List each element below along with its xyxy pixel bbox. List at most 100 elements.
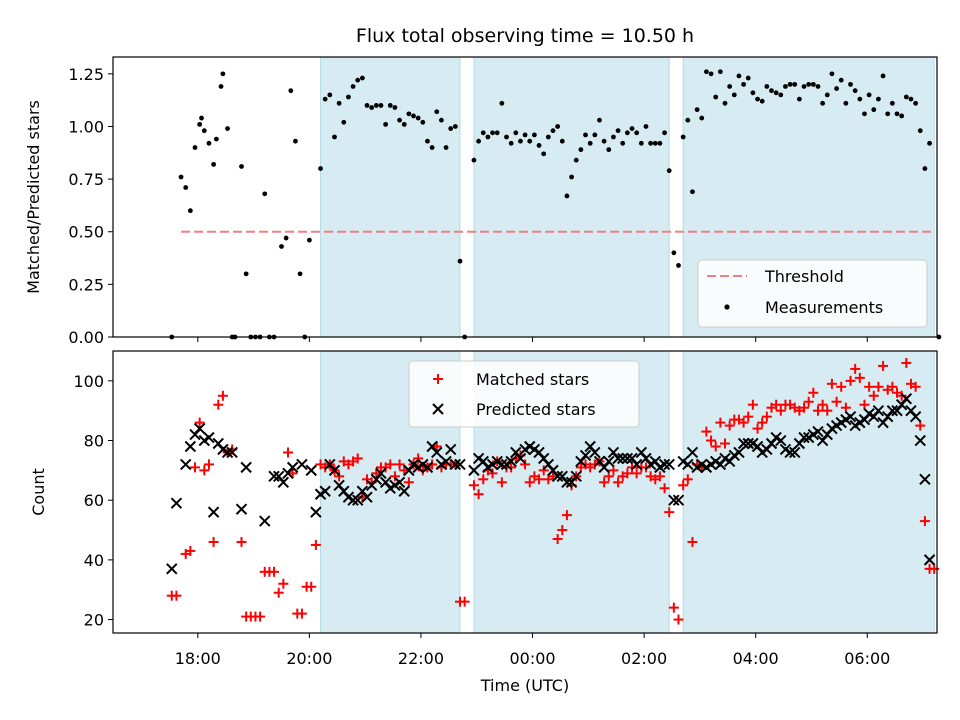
measurement-point xyxy=(378,103,384,108)
measurement-point xyxy=(220,71,226,77)
measurement-point xyxy=(420,119,426,125)
measurement-point xyxy=(624,130,630,136)
matched-stars-point xyxy=(710,441,721,452)
predicted-stars-point xyxy=(603,455,615,468)
measurement-point xyxy=(243,271,249,277)
measurement-point xyxy=(657,140,663,146)
measurement-point xyxy=(178,174,184,180)
matched-stars-point xyxy=(845,375,856,386)
measurement-point xyxy=(866,92,872,98)
y-tick-label: 0.00 xyxy=(68,328,104,347)
predicted-stars-point xyxy=(221,446,234,459)
measurement-point xyxy=(769,88,774,94)
y-tick-label: 0.25 xyxy=(68,275,104,294)
measurement-point xyxy=(429,145,435,150)
matched-stars-point xyxy=(887,381,898,392)
measurement-point xyxy=(638,140,644,146)
matched-stars-point xyxy=(901,357,912,368)
y-tick-label: 80 xyxy=(84,432,104,451)
matched-stars-point xyxy=(868,390,879,401)
measurement-point xyxy=(406,111,412,117)
measurement-point xyxy=(876,96,881,102)
matched-stars-point xyxy=(715,417,726,428)
legend-measurements-swatch xyxy=(724,304,730,310)
measurement-point xyxy=(201,128,207,134)
measurement-point xyxy=(704,69,709,75)
count-series xyxy=(166,357,940,625)
measurement-point xyxy=(662,130,667,136)
chart-title: Flux total observing time = 10.50 h xyxy=(356,25,694,47)
matched-stars-point xyxy=(738,417,749,428)
measurement-point xyxy=(471,157,477,163)
predicted-stars-point xyxy=(296,458,308,471)
predicted-stars-point xyxy=(886,404,899,417)
matched-stars-point xyxy=(413,453,424,464)
matched-stars-point xyxy=(478,474,489,485)
matched-stars-point xyxy=(403,477,414,488)
matched-stars-point xyxy=(538,465,549,476)
predicted-stars-point xyxy=(923,554,936,566)
measurement-point xyxy=(293,138,298,144)
measurement-point xyxy=(894,111,900,117)
predicted-stars-point xyxy=(733,446,745,459)
matched-stars-point xyxy=(269,566,280,577)
measurement-point xyxy=(346,94,351,100)
measurement-point xyxy=(759,98,765,104)
measurement-point xyxy=(708,71,714,77)
predicted-stars-point xyxy=(240,461,252,474)
predicted-stars-point xyxy=(319,485,331,497)
measurement-point xyxy=(199,115,204,121)
measurement-point xyxy=(448,126,454,131)
measurement-point xyxy=(262,191,268,197)
matched-stars-point xyxy=(743,411,754,422)
measurement-point xyxy=(885,111,891,117)
matched-stars-point xyxy=(775,405,786,416)
measurement-point xyxy=(601,138,607,144)
matched-stars-point xyxy=(385,459,396,470)
matched-stars-point xyxy=(757,417,768,428)
measurement-point xyxy=(829,71,835,77)
measurement-point xyxy=(634,130,640,136)
predicted-stars-point xyxy=(505,455,517,468)
matched-stars-point xyxy=(873,381,884,392)
measurement-point xyxy=(578,147,584,153)
measurement-point xyxy=(606,147,612,153)
y-tick-label: 100 xyxy=(73,372,104,391)
measurement-point xyxy=(741,81,746,87)
predicted-stars-point xyxy=(268,470,280,483)
matched-stars-point xyxy=(878,360,889,371)
matched-stars-point xyxy=(561,510,572,521)
observing-window xyxy=(320,56,461,338)
measurement-point xyxy=(387,103,393,108)
legend-box xyxy=(697,259,928,328)
matched-stars-point xyxy=(506,462,517,473)
measurement-point xyxy=(815,84,821,89)
measurement-point xyxy=(913,100,919,106)
legend-threshold-label: Threshold xyxy=(764,267,844,286)
measurement-point xyxy=(318,166,323,171)
predicted-stars-point xyxy=(663,458,675,471)
predicted-stars-point xyxy=(668,494,680,506)
measurement-point xyxy=(824,92,830,98)
measurement-point xyxy=(764,84,770,89)
y-tick-label: 0.75 xyxy=(68,170,104,189)
matched-stars-point xyxy=(496,477,507,488)
predicted-stars-point xyxy=(672,494,685,506)
measurement-point xyxy=(671,250,677,256)
measurement-point xyxy=(778,92,784,98)
matched-stars-point xyxy=(720,438,731,449)
matched-stars-point xyxy=(520,459,531,470)
measurement-point xyxy=(694,107,700,113)
y-tick-label: 1.25 xyxy=(68,65,104,84)
measurement-point xyxy=(297,271,303,277)
measurement-point xyxy=(457,258,463,264)
matched-stars-point xyxy=(185,545,196,556)
measurement-point xyxy=(750,90,756,96)
predicted-stars-point xyxy=(551,470,564,483)
measurement-point xyxy=(341,119,347,125)
matched-stars-point xyxy=(799,402,810,413)
matched-stars-point xyxy=(627,462,638,473)
measurement-point xyxy=(783,84,788,89)
y-tick-label: 1.00 xyxy=(68,117,104,136)
predicted-stars-point xyxy=(686,446,699,459)
